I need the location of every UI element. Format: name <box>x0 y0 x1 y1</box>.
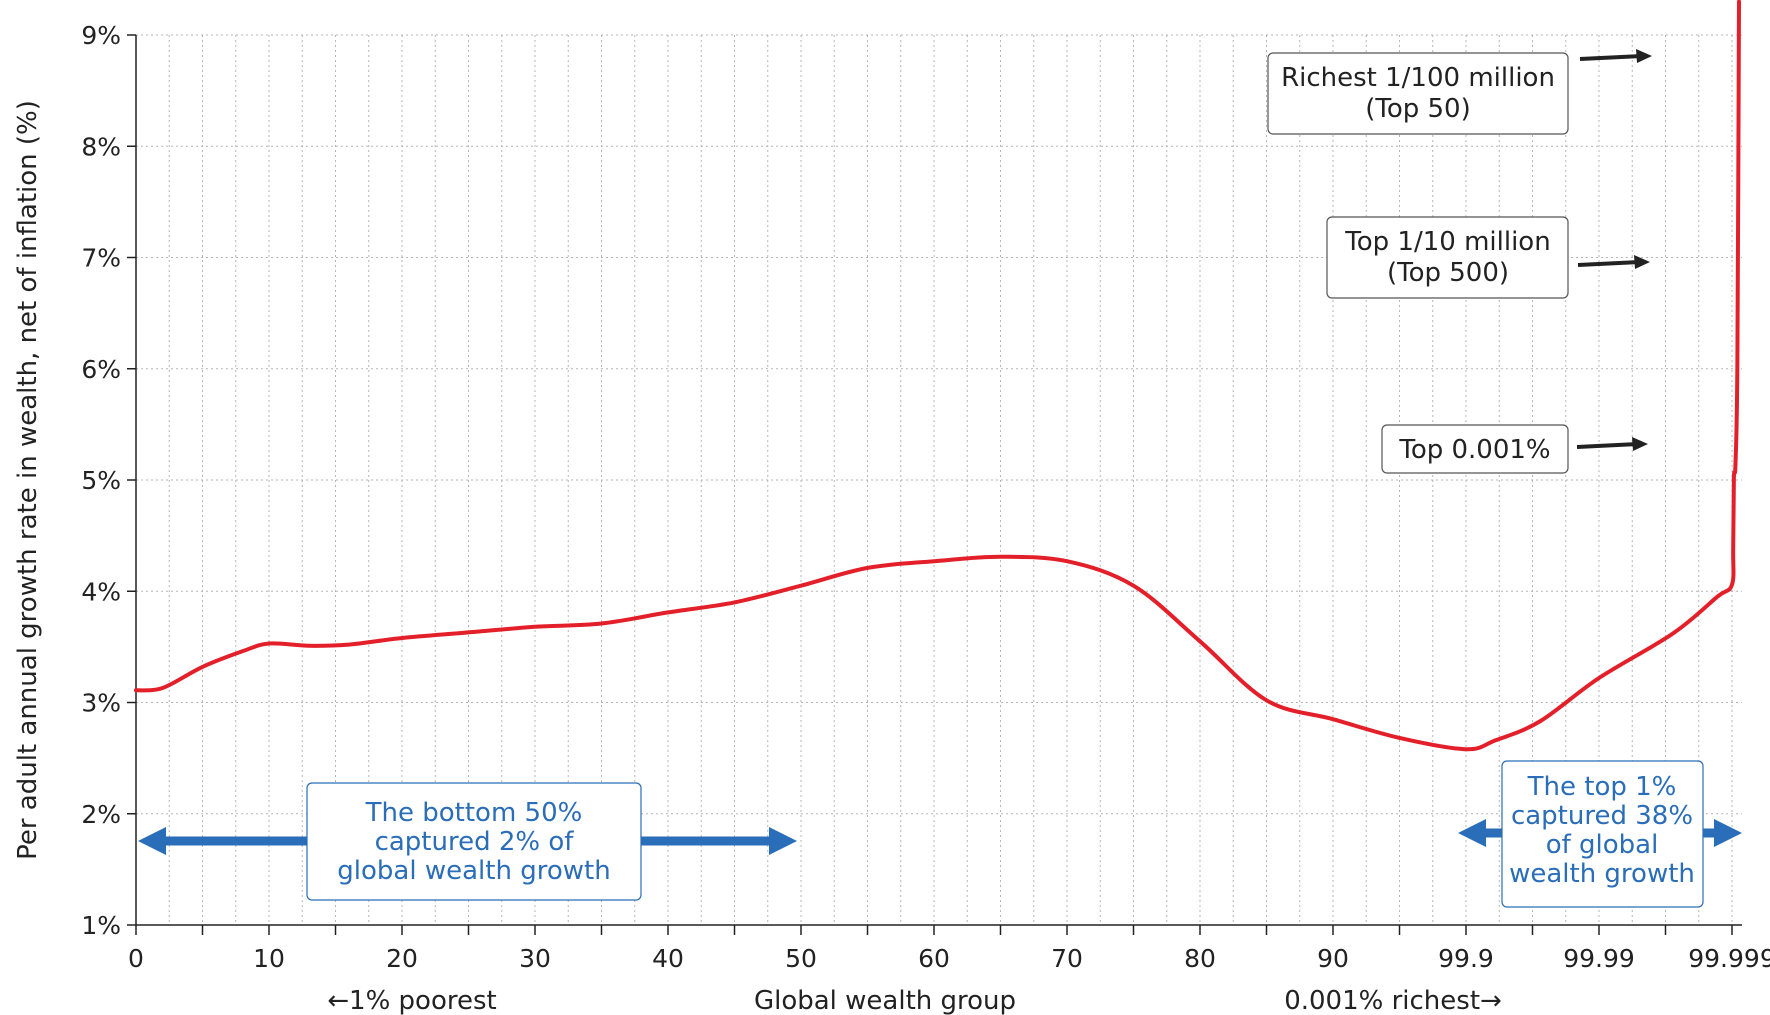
x-tick-label: 30 <box>519 944 551 973</box>
arrow-right-icon <box>769 827 797 855</box>
x-axis-label: Global wealth group <box>754 986 1016 1015</box>
callout-line: wealth growth <box>1509 859 1695 889</box>
y-tick-label: 9% <box>81 21 121 50</box>
callout-line: captured 2% of <box>375 827 575 857</box>
y-tick-labels: 1% 2% 3% 4% 5% 6% 7% 8% 9% <box>81 21 136 940</box>
y-tick-label: 1% <box>81 911 121 940</box>
callout-line: The top 1% <box>1527 772 1677 802</box>
x-tick-label: 60 <box>918 944 950 973</box>
x-tick-label: 80 <box>1184 944 1216 973</box>
y-tick-label: 4% <box>81 577 121 606</box>
x-left-note: ←1% poorest <box>327 986 496 1015</box>
arrow-right-icon <box>1579 54 1643 61</box>
x-tick-label: 99.999 <box>1688 944 1770 973</box>
annotation-top-10m: Top 1/10 million (Top 500) <box>1326 216 1650 299</box>
annotation-box <box>1381 424 1569 474</box>
y-tick-label: 2% <box>81 800 121 829</box>
arrow-left-icon <box>1458 819 1486 847</box>
callout-line: of global <box>1546 830 1659 860</box>
callout-box <box>1501 760 1704 908</box>
series-line <box>134 0 1741 752</box>
arrow-head-icon <box>1632 437 1648 451</box>
x-tick-label: 99.9 <box>1438 944 1494 973</box>
x-tick-label: 70 <box>1051 944 1083 973</box>
arrow-right-icon <box>1714 819 1742 847</box>
annotation-line: Richest 1/100 million <box>1281 63 1555 93</box>
callout-bottom-50: The bottom 50% captured 2% of global wea… <box>138 782 797 901</box>
y-tick-label: 8% <box>81 132 121 161</box>
callout-line: captured 38% <box>1511 801 1693 831</box>
arrow-head-icon <box>1636 49 1652 63</box>
x-tick-label: 50 <box>785 944 817 973</box>
x-tick-label: 40 <box>652 944 684 973</box>
callout-top-1: The top 1% captured 38% of global wealth… <box>1458 760 1742 908</box>
annotation-richest-100m: Richest 1/100 million (Top 50) <box>1267 49 1652 135</box>
y-axis-label: Per adult annual growth rate in wealth, … <box>13 100 43 860</box>
y-tick-label: 3% <box>81 689 121 718</box>
arrow-right-icon <box>1576 442 1639 449</box>
y-tick-label: 5% <box>81 466 121 495</box>
arrow-head-icon <box>1634 255 1650 269</box>
x-tick-label: 10 <box>253 944 285 973</box>
annotation-line: (Top 500) <box>1387 258 1509 288</box>
arrow-right-icon <box>1577 260 1641 267</box>
x-tick-label: 20 <box>386 944 418 973</box>
arrow-left-icon <box>138 827 166 855</box>
x-tick-label: 90 <box>1317 944 1349 973</box>
annotation-line: Top 1/10 million <box>1344 227 1550 257</box>
x-right-note: 0.001% richest→ <box>1284 986 1502 1015</box>
callout-box <box>306 782 642 901</box>
annotation-top-0001: Top 0.001% <box>1381 424 1648 474</box>
callout-line: The bottom 50% <box>365 798 583 828</box>
x-tick-label: 99.99 <box>1563 944 1635 973</box>
annotation-box <box>1326 216 1569 299</box>
y-tick-label: 7% <box>81 244 121 273</box>
annotation-line: (Top 50) <box>1365 94 1471 124</box>
grid <box>136 34 1742 925</box>
annotation-box <box>1267 52 1569 135</box>
callout-line: global wealth growth <box>337 856 610 886</box>
y-tick-label: 6% <box>81 355 121 384</box>
x-tick-label: 0 <box>128 944 144 973</box>
x-tick-labels: 0 10 20 30 40 50 60 70 80 90 99.9 99.99 99.999 <box>128 925 1770 973</box>
annotation-line: Top 0.001% <box>1398 435 1550 465</box>
